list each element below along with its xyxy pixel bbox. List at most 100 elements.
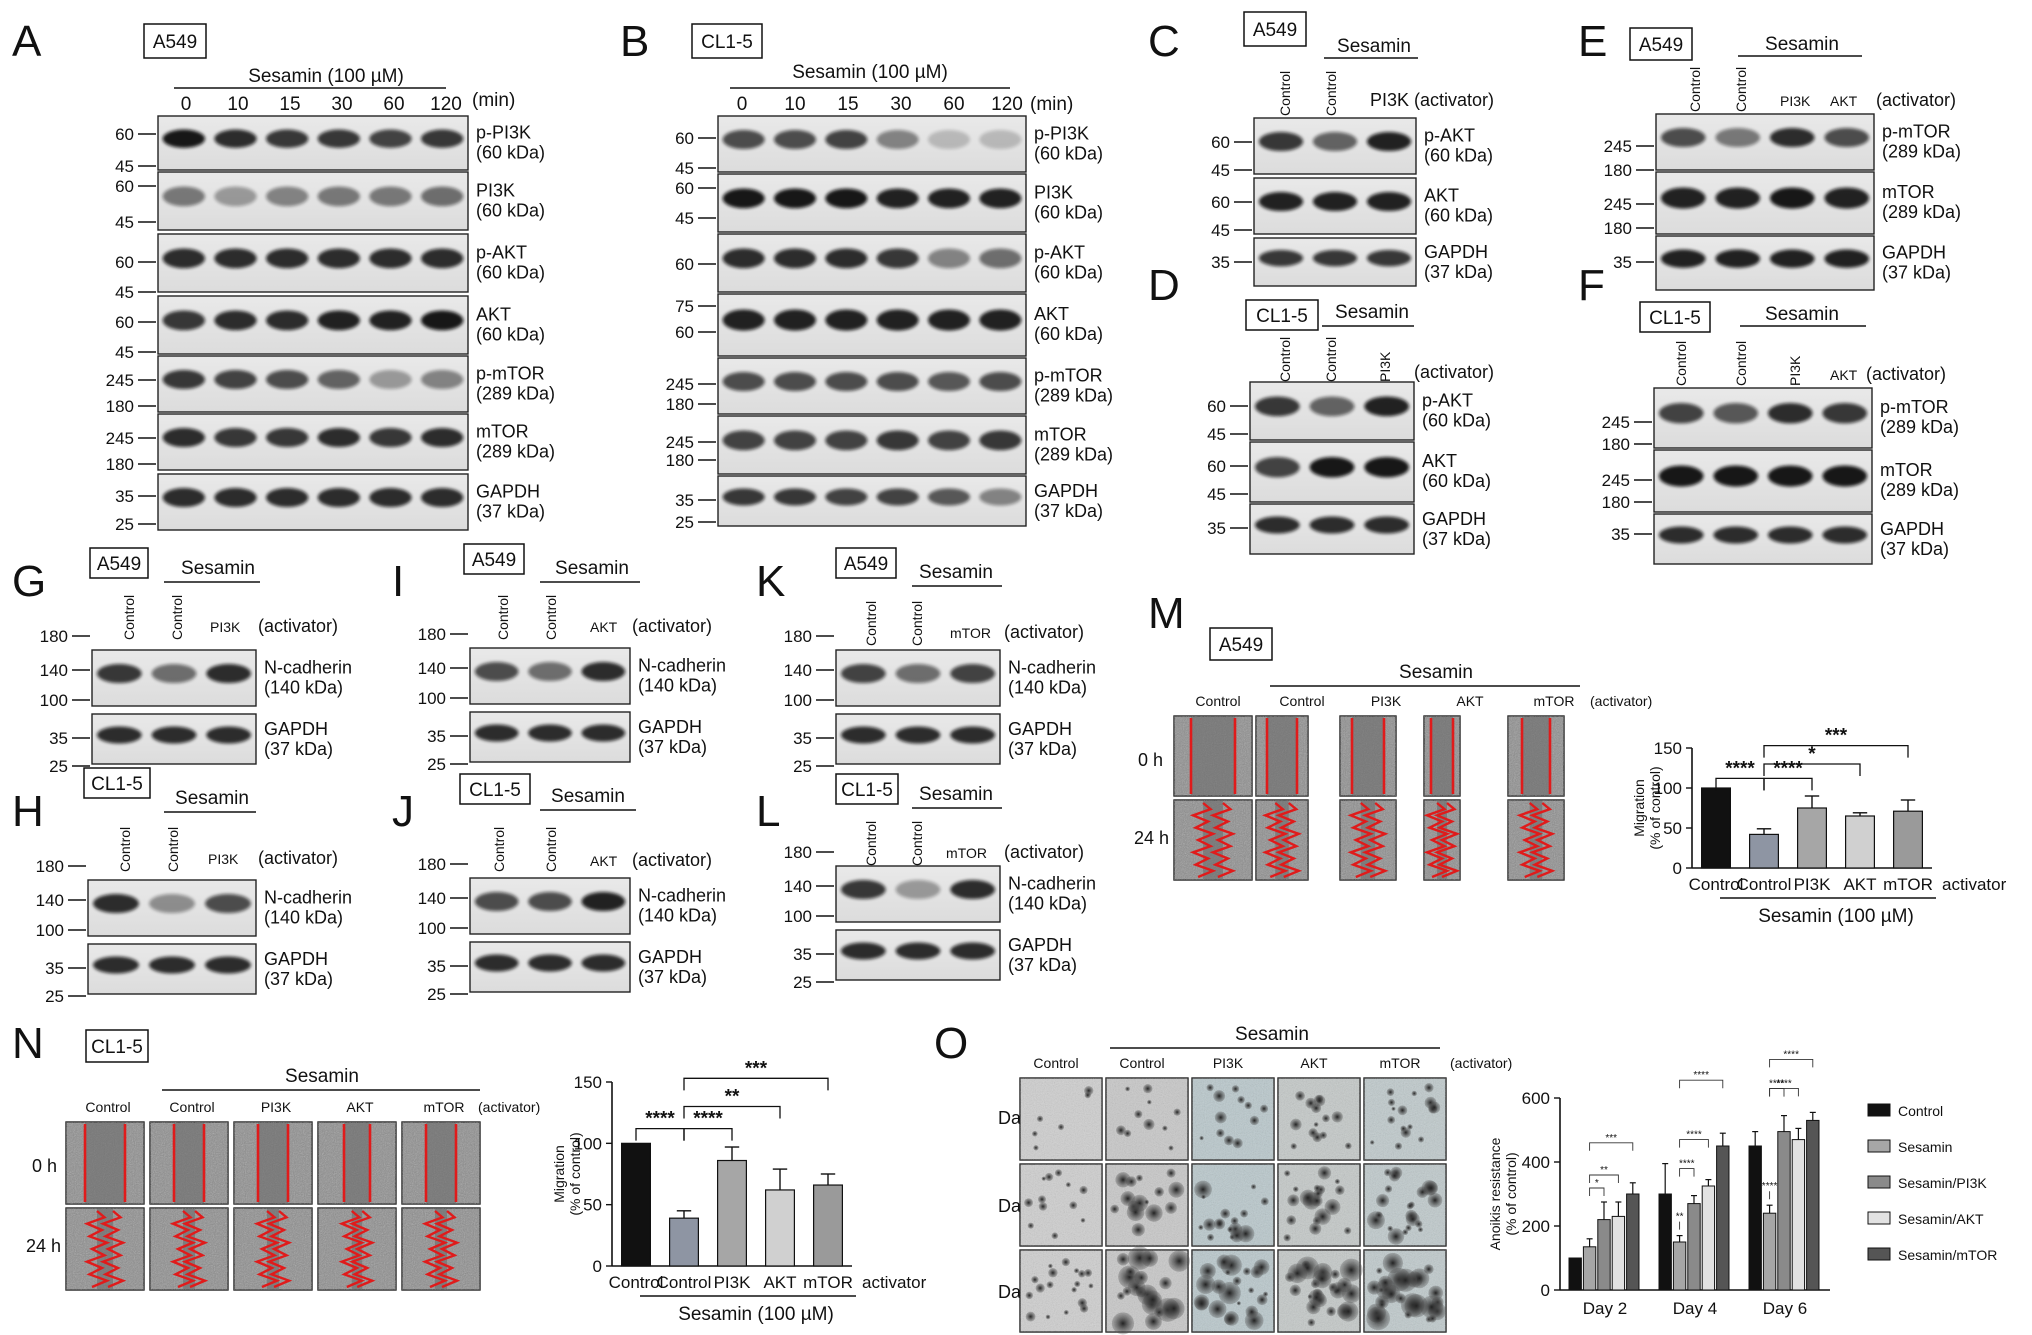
blot-band	[1309, 396, 1355, 417]
panel-h: CL1-5 Sesamin Control Control PI3K (acti…	[83, 767, 338, 872]
blot-label: AKT	[1034, 304, 1069, 324]
blot-band	[369, 370, 412, 390]
blot-strip: mTOR(289 kDa) 245 180	[1602, 449, 1959, 513]
blot-strip: mTOR(289 kDa) 245 180	[106, 413, 555, 474]
svg-text:Sesamin: Sesamin	[285, 1066, 359, 1087]
blot-band	[474, 724, 519, 742]
blot-strip: PI3K(60 kDa) 60 45	[675, 173, 1103, 233]
blot-band	[895, 880, 941, 900]
blot-band	[979, 188, 1022, 209]
svg-text:CL1-5: CL1-5	[1256, 306, 1308, 327]
colony	[1136, 1174, 1143, 1182]
svg-text:(activator): (activator)	[258, 616, 338, 636]
blot-band	[317, 370, 361, 390]
svg-text:PI3K: PI3K	[1780, 93, 1811, 109]
y-tick-label: 0	[1673, 859, 1682, 878]
blot-band	[369, 310, 412, 331]
x-tick-label: Day 6	[1763, 1299, 1807, 1318]
colony	[1402, 1229, 1409, 1236]
mw-marker: 35	[1611, 525, 1630, 544]
panel-l: CL1-5 Sesamin Control Control mTOR (acti…	[835, 773, 1084, 866]
significance-bracket	[1589, 1187, 1605, 1196]
colony	[1339, 1258, 1363, 1282]
blot-band	[979, 248, 1022, 269]
svg-text:24 h: 24 h	[1134, 828, 1169, 848]
blot-label: AKT	[1422, 451, 1457, 471]
blot-label: N-cadherin	[638, 656, 726, 676]
anoikis-colony-image	[1191, 1163, 1275, 1247]
blot-band	[895, 726, 941, 744]
svg-text:Control: Control	[543, 827, 559, 872]
svg-text:Control: Control	[909, 821, 925, 866]
colony	[1256, 1294, 1268, 1306]
svg-text:Control: Control	[117, 827, 133, 872]
mw-marker: 180	[418, 625, 446, 644]
mw-marker: 245	[666, 433, 694, 452]
blot-band	[214, 370, 257, 390]
colony	[1084, 1092, 1091, 1099]
mw-marker: 180	[784, 627, 812, 646]
colony	[1207, 1233, 1215, 1241]
blot-band	[420, 248, 464, 269]
significance-label: ****	[693, 1109, 723, 1130]
significance-bracket	[1679, 1168, 1695, 1177]
svg-text:10: 10	[784, 94, 805, 115]
blot-band	[1767, 526, 1813, 544]
svg-text:120: 120	[430, 94, 462, 115]
blot-band	[214, 186, 257, 207]
blot-label: GAPDH	[1008, 719, 1072, 739]
colony	[1211, 1279, 1226, 1294]
svg-text:mTOR: mTOR	[1534, 693, 1575, 709]
blot-label: (37 kDa)	[638, 967, 707, 987]
blot-strip: GAPDH(37 kDa) 35 25	[793, 713, 1077, 776]
colony	[1120, 1191, 1136, 1206]
blot-strip: p-AKT(60 kDa) 60	[675, 233, 1103, 293]
mw-marker: 45	[1207, 425, 1226, 444]
blot-band	[722, 488, 765, 506]
blot-band	[1364, 516, 1410, 534]
blot-strip: N-cadherin(140 kDa) 180 140 100	[418, 855, 726, 938]
blot-label: (60 kDa)	[1422, 471, 1491, 491]
x-tick-label: AKT	[1843, 875, 1876, 894]
bar	[668, 1217, 699, 1267]
blot-label: (60 kDa)	[476, 262, 545, 282]
colony	[1048, 1268, 1058, 1278]
bar	[1777, 1131, 1791, 1291]
blot-label: (140 kDa)	[638, 676, 717, 696]
svg-text:(activator): (activator)	[1004, 842, 1084, 862]
panel-letter-j: J	[392, 787, 414, 836]
svg-text:A549: A549	[1253, 20, 1297, 41]
colony	[1035, 1283, 1045, 1293]
blot-band	[205, 894, 251, 914]
svg-text:30: 30	[890, 94, 911, 115]
blot-band	[950, 664, 996, 684]
colony	[1375, 1211, 1383, 1219]
svg-text:(activator): (activator)	[1866, 364, 1946, 384]
blot-band	[162, 186, 206, 207]
mw-marker: 180	[1604, 161, 1632, 180]
panel-letter-e: E	[1578, 17, 1607, 66]
colony	[1223, 1313, 1236, 1325]
blot-strip: AKT(60 kDa) 60 45	[1207, 441, 1491, 504]
blot-label: (60 kDa)	[476, 143, 545, 163]
colony	[1225, 1269, 1231, 1276]
blot-band	[369, 488, 412, 508]
blot-band	[1715, 187, 1761, 209]
colony	[1243, 1267, 1251, 1276]
panel-letter-a: A	[12, 17, 42, 66]
panel-f: CL1-5 Sesamin Control Control PI3K AKT (…	[1639, 301, 1946, 386]
colony	[1245, 1305, 1258, 1319]
colony	[1329, 1282, 1347, 1299]
anoikis-colony-image	[1277, 1077, 1361, 1161]
colony	[1147, 1099, 1152, 1105]
colony	[1417, 1136, 1425, 1143]
blot-band	[722, 188, 765, 209]
blot-label: (60 kDa)	[1424, 206, 1493, 226]
wound-healing-image	[149, 1121, 229, 1205]
blot-label: GAPDH	[638, 947, 702, 967]
mw-marker: 140	[784, 661, 812, 680]
svg-text:PI3K: PI3K	[1377, 351, 1393, 382]
significance-bracket	[1769, 1087, 1799, 1097]
mw-marker: 60	[675, 129, 694, 148]
treatment-label: Sesamin (100 µM)	[792, 62, 948, 83]
